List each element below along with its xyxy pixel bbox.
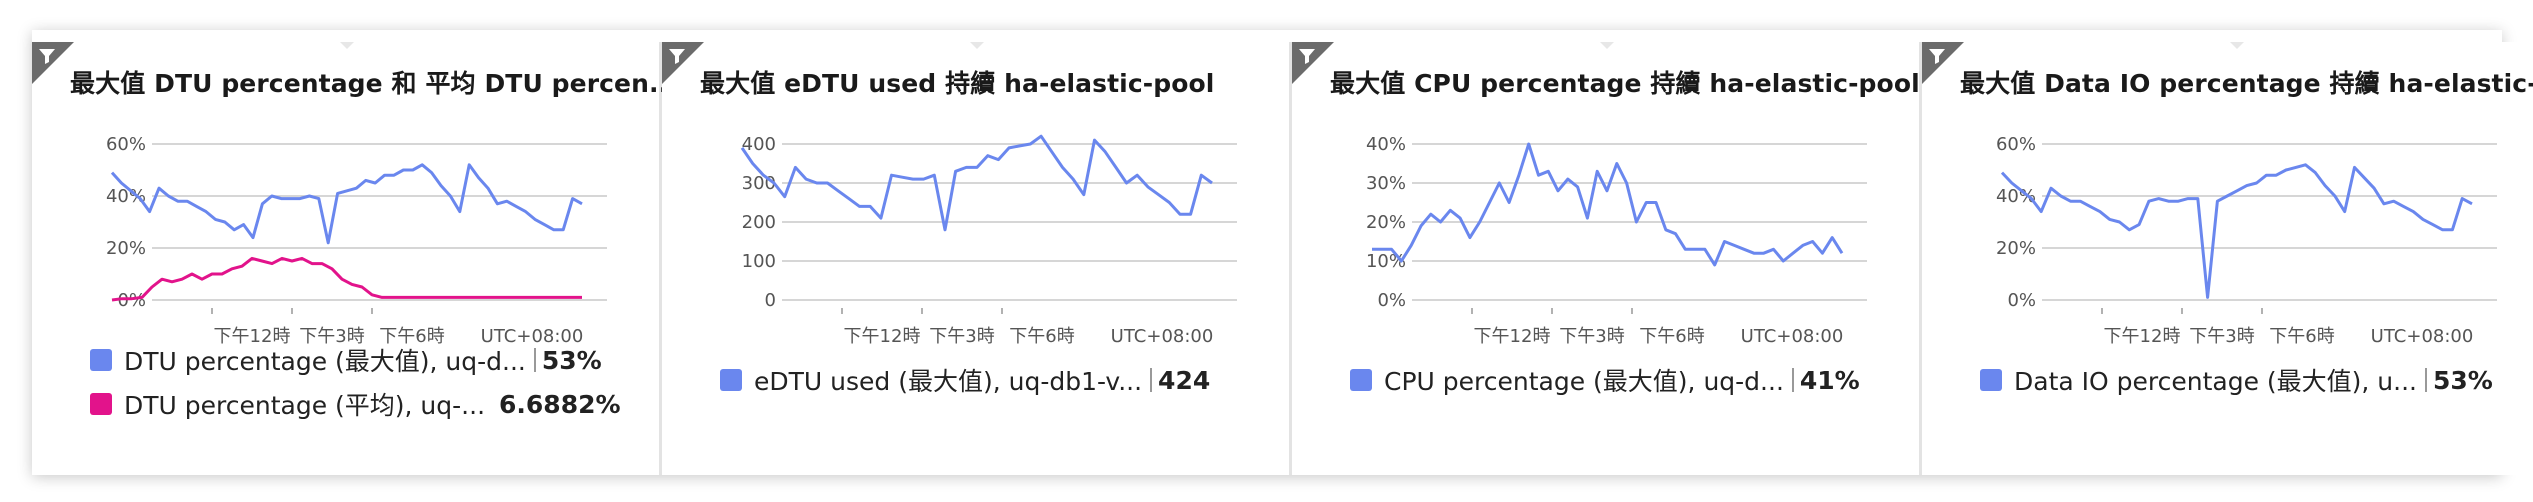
tile-notch <box>1600 42 1614 49</box>
x-tick-label: 下午3時 <box>1559 326 1624 347</box>
dashboard-tile-strip: 最大值 DTU percentage 和 平均 DTU percen... 60%… <box>32 30 2533 475</box>
tile-notch <box>970 42 984 49</box>
series-line-2 <box>111 256 582 302</box>
x-tick-label: 下午12時 <box>214 326 291 347</box>
x-tick-label: 下午12時 <box>1474 326 1551 347</box>
y-tick-label: 40% <box>1366 134 1406 155</box>
legend-value: 53% <box>541 345 602 375</box>
tile-title: 最大值 eDTU used 持續 ha-elastic-pool <box>700 69 1215 98</box>
legend-swatch <box>90 393 112 415</box>
legend-value: 41% <box>1799 365 1860 395</box>
series-line-1 <box>2000 163 2473 299</box>
y-tick-label: 400 <box>742 134 776 155</box>
legend-item[interactable]: eDTU used (最大值), uq-db1-v... 424 <box>720 362 1240 398</box>
series-line-1 <box>110 163 583 245</box>
legend-swatch <box>90 349 112 371</box>
filter-funnel-icon[interactable] <box>32 42 74 84</box>
x-tick-label: 下午12時 <box>2104 326 2181 347</box>
line-chart-svg: 400 300 200 100 0 下午12時 下午3時 下午6時 UTC+08:00 <box>740 134 1237 347</box>
legend-value: 53% <box>2433 365 2493 395</box>
line-chart: 400 300 200 100 0 下午12時 下午3時 下午6時 UTC+08:00 <box>662 116 1262 370</box>
legend-separator <box>1791 368 1794 392</box>
chart-tile-1[interactable]: 最大值 DTU percentage 和 平均 DTU percen... 60%… <box>32 42 678 475</box>
legend-label: DTU percentage (平均), uq-... <box>124 391 486 420</box>
tile-title: 最大值 Data IO percentage 持續 ha-elastic-... <box>1960 69 2533 98</box>
y-tick-label: 100 <box>742 251 776 272</box>
y-tick-label: 0% <box>117 290 146 311</box>
y-tick-label: 20% <box>1366 212 1406 233</box>
x-tick-label: UTC+08:00 <box>2371 326 2474 347</box>
series-line-1 <box>740 134 1213 232</box>
chart-tile-4[interactable]: 最大值 Data IO percentage 持續 ha-elastic-...… <box>1922 42 2533 475</box>
x-tick-label: 下午6時 <box>1639 326 1704 347</box>
filter-funnel-icon[interactable] <box>1292 42 1334 84</box>
x-tick-label: 下午6時 <box>2269 326 2334 347</box>
chart-tile-3[interactable]: 最大值 CPU percentage 持續 ha-elastic-pool 40%… <box>1292 42 1922 475</box>
x-tick-label: 下午6時 <box>379 326 444 347</box>
legend-item[interactable]: Data IO percentage (最大值), u... 53% <box>1980 362 2500 398</box>
legend-separator <box>1150 368 1153 392</box>
tile-notch <box>340 42 354 49</box>
filter-funnel-icon[interactable] <box>1922 42 1964 84</box>
x-tick-label: 下午3時 <box>2189 326 2254 347</box>
legend-label: CPU percentage (最大值), uq-d... <box>1384 367 1784 396</box>
legend-swatch <box>720 369 742 391</box>
legend-item[interactable]: CPU percentage (最大值), uq-d... 41% <box>1350 362 1870 398</box>
y-tick-label: 60% <box>106 134 146 155</box>
legend-separator <box>533 348 536 372</box>
legend-label: DTU percentage (最大值), uq-d... <box>124 347 526 376</box>
filter-funnel-icon[interactable] <box>662 42 704 84</box>
y-tick-label: 40% <box>106 186 146 207</box>
legend-value: 6.6882% <box>499 389 621 419</box>
x-tick-label: UTC+08:00 <box>1111 326 1214 347</box>
x-tick-label: 下午3時 <box>929 326 994 347</box>
line-chart: 60% 40% 20% 0% 下午12時 下午3時 下午6時 UTC+08:00 <box>1922 116 2522 370</box>
line-chart: 40% 30% 20% 10% 0% 下午12時 下午3時 下午6時 UTC+08:00 <box>1292 116 1892 370</box>
y-tick-label: 0% <box>1377 290 1406 311</box>
x-tick-label: UTC+08:00 <box>481 326 584 347</box>
line-chart-svg: 40%30%20%10%0%下午12時 下午3時 下午6時 UTC+08:00 <box>1366 134 1867 347</box>
legend-item[interactable]: DTU percentage (最大值), uq-d... 53% <box>90 342 610 378</box>
y-tick-label: 20% <box>1996 238 2036 259</box>
legend-swatch <box>1350 369 1372 391</box>
tile-title: 最大值 DTU percentage 和 平均 DTU percen... <box>70 69 678 98</box>
legend-separator <box>2425 368 2427 392</box>
x-tick-label: 下午12時 <box>844 326 921 347</box>
series-line-1 <box>1372 142 1844 267</box>
y-tick-label: 60% <box>1996 134 2036 155</box>
y-tick-label: 30% <box>1366 173 1406 194</box>
y-tick-label: 0 <box>765 290 776 311</box>
line-chart: 60% 40% 20% 0% 下午12時 下午3時 下午6時 UTC+08:00 <box>32 116 632 370</box>
line-chart-svg: 60% 40% 20% 0% 下午12時 下午3時 下午6時 UTC+08:00 <box>106 134 607 347</box>
line-chart-svg: 60% 40% 20% 0% 下午12時 下午3時 下午6時 UTC+08:00 <box>1996 134 2497 347</box>
legend-value: 424 <box>1158 365 1211 395</box>
tile-title: 最大值 CPU percentage 持續 ha-elastic-pool <box>1330 69 1920 98</box>
legend-label: Data IO percentage (最大值), u... <box>2014 367 2417 396</box>
legend-swatch <box>1980 369 2002 391</box>
tile-notch <box>2230 42 2244 49</box>
y-tick-label: 40% <box>1996 186 2036 207</box>
legend-label: eDTU used (最大值), uq-db1-v... <box>754 367 1143 396</box>
y-tick-label: 20% <box>106 238 146 259</box>
y-tick-label: 200 <box>742 212 776 233</box>
x-tick-label: 下午3時 <box>299 326 364 347</box>
y-tick-label: 300 <box>742 173 776 194</box>
x-tick-label: 下午6時 <box>1009 326 1074 347</box>
x-tick-label: UTC+08:00 <box>1741 326 1844 347</box>
legend-item[interactable]: DTU percentage (平均), uq-... 6.6882% <box>90 386 621 422</box>
chart-tile-2[interactable]: 最大值 eDTU used 持續 ha-elastic-pool 400 300 20… <box>662 42 1292 475</box>
y-tick-label: 0% <box>2007 290 2036 311</box>
